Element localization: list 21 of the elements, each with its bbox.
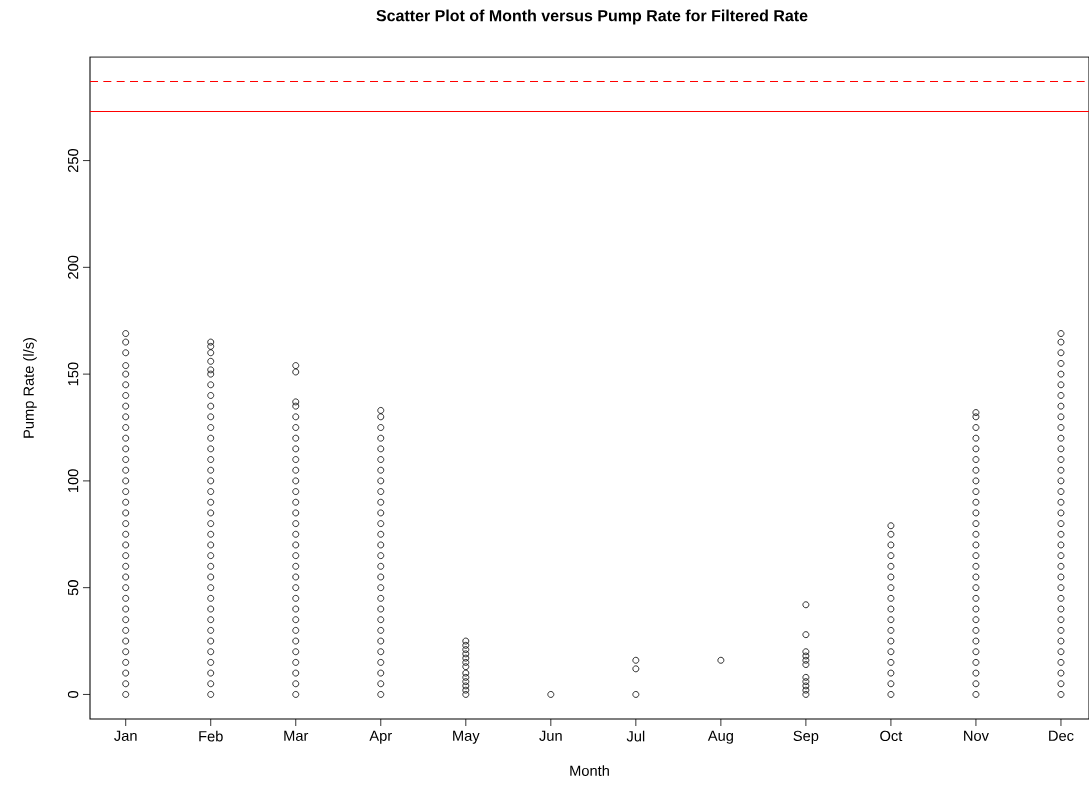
x-tick-label: Jul xyxy=(626,730,645,742)
y-tick-label: 100 xyxy=(67,469,79,493)
x-tick-label: Oct xyxy=(880,730,903,742)
y-tick-label: 50 xyxy=(67,580,79,596)
x-tick-label: Dec xyxy=(1049,730,1074,741)
x-tick-label: Mar xyxy=(284,730,309,741)
x-tick-label: Aug xyxy=(707,730,733,744)
y-tick-label: 250 xyxy=(67,148,79,173)
chart-title: Scatter Plot of Month versus Pump Rate for Filtered Rate xyxy=(376,9,808,25)
y-tick-label: 150 xyxy=(67,362,79,386)
x-tick-label: Sep xyxy=(793,730,819,744)
x-tick-label: Apr xyxy=(369,730,392,744)
x-tick-label: Nov xyxy=(964,730,989,741)
x-tick-label: Jan xyxy=(114,730,137,741)
x-tick-label: Jun xyxy=(539,730,562,741)
y-axis-title: Pump Rate (l/s) xyxy=(23,337,37,438)
y-tick-label: 0 xyxy=(67,690,79,698)
x-axis-title: Month xyxy=(570,765,609,776)
x-tick-label: Feb xyxy=(199,730,223,742)
y-tick-label: 200 xyxy=(67,255,79,279)
x-tick-label: May xyxy=(453,730,480,744)
